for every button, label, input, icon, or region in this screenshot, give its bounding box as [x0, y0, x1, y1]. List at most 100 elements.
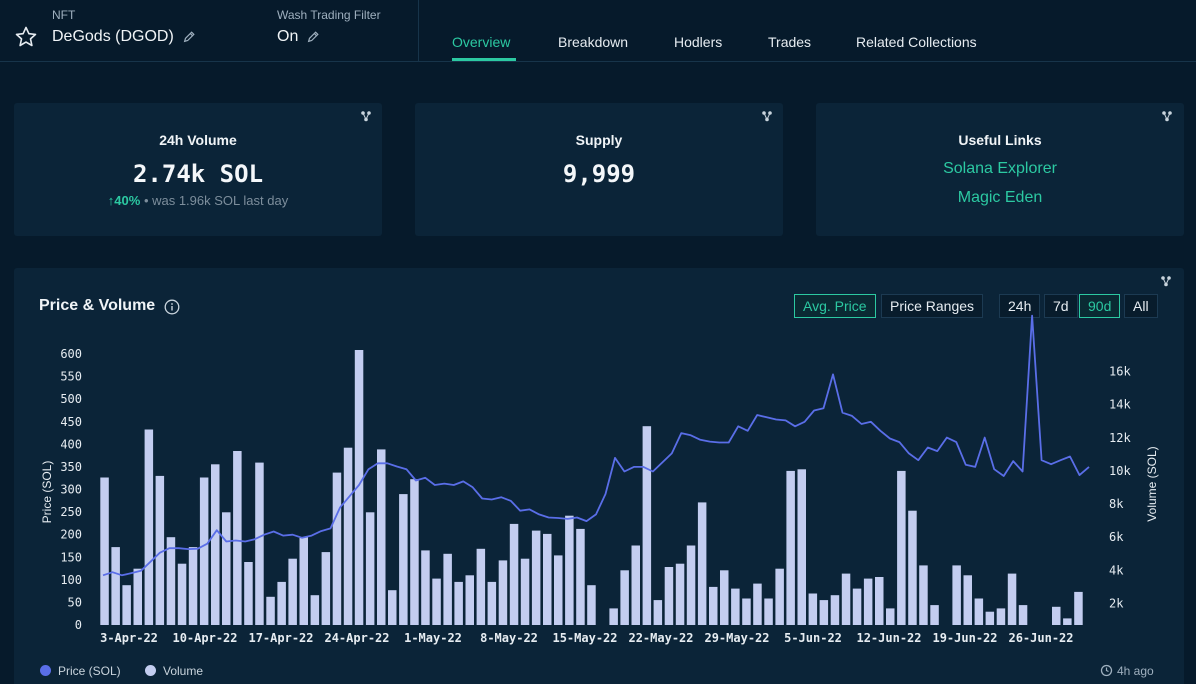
pencil-icon[interactable]	[306, 30, 320, 44]
volume-value: 2.74k SOL	[132, 160, 264, 188]
y-left-tick-label: 100	[60, 573, 82, 587]
y-left-tick-label: 600	[60, 347, 82, 361]
legend-volume[interactable]: Volume	[145, 664, 203, 678]
last-updated: 4h ago	[1100, 664, 1154, 678]
tab-hodlers[interactable]: Hodlers	[674, 34, 723, 50]
x-tick-label: 8-May-22	[480, 631, 538, 645]
volume-bar	[111, 547, 120, 625]
clock-refresh-icon	[1100, 664, 1113, 677]
legend-price[interactable]: Price (SOL)	[40, 664, 121, 678]
pencil-icon[interactable]	[182, 30, 196, 44]
volume-card: 24h Volume 2.74k SOL ↑40% • was 1.96k SO…	[14, 103, 382, 236]
y-left-tick-label: 550	[60, 370, 82, 384]
range-all-button[interactable]: All	[1124, 294, 1158, 318]
x-tick-label: 22-May-22	[628, 631, 693, 645]
volume-bar	[797, 469, 806, 625]
y-right-tick-label: 14k	[1109, 398, 1131, 412]
volume-bar	[675, 563, 685, 625]
volume-bar	[963, 575, 972, 625]
info-icon[interactable]	[164, 299, 180, 315]
y-left-tick-label: 150	[60, 550, 82, 564]
legend-price-label: Price (SOL)	[58, 664, 121, 678]
x-tick-label: 15-May-22	[552, 631, 617, 645]
x-tick-label: 24-Apr-22	[324, 631, 389, 645]
volume-bar	[277, 581, 286, 625]
y-right-axis-label: Volume (SOL)	[1145, 446, 1159, 521]
active-tab-indicator	[452, 58, 516, 61]
volume-change-note: • was 1.96k SOL last day	[143, 193, 289, 208]
volume-bar	[709, 586, 718, 625]
volume-bar	[664, 567, 674, 625]
volume-bar	[465, 575, 474, 625]
volume-change: ↑40% • was 1.96k SOL last day	[14, 193, 382, 208]
volume-bar	[531, 530, 541, 625]
y-right-tick-label: 6k	[1109, 530, 1124, 544]
wash-filter-toggle[interactable]: On	[277, 28, 320, 46]
range-90d-button[interactable]: 90d	[1079, 294, 1121, 318]
volume-bar	[1007, 573, 1017, 625]
tab-breakdown[interactable]: Breakdown	[558, 34, 629, 50]
volume-bar	[255, 462, 264, 625]
volume-bar	[631, 545, 640, 625]
collection-name: DeGods (DGOD)	[52, 28, 174, 45]
tab-trades[interactable]: Trades	[768, 34, 812, 50]
price-line	[102, 314, 1090, 577]
solana-explorer-link[interactable]: Solana Explorer	[943, 160, 1057, 177]
volume-bar	[653, 600, 663, 625]
star-icon[interactable]	[14, 25, 38, 49]
volume-bar	[852, 588, 862, 625]
volume-bar	[266, 596, 275, 625]
price-ranges-button[interactable]: Price Ranges	[881, 294, 984, 318]
volume-bar	[930, 605, 939, 625]
volume-bar	[122, 585, 131, 625]
supply-card: Supply 9,999	[415, 103, 783, 236]
share-icon[interactable]	[1160, 275, 1172, 287]
volume-bar	[554, 555, 563, 625]
volume-bar	[476, 548, 486, 625]
tab-overview[interactable]: Overview	[452, 34, 511, 50]
wash-filter-value: On	[277, 28, 299, 45]
volume-bar	[211, 464, 220, 625]
tab-related-collections[interactable]: Related Collections	[856, 34, 977, 50]
volume-bar	[875, 577, 884, 625]
legend-volume-swatch	[145, 665, 156, 676]
share-icon[interactable]	[761, 110, 773, 122]
volume-bar	[133, 568, 142, 625]
volume-bar	[830, 595, 840, 625]
volume-bar	[996, 608, 1006, 625]
supply-value: 9,999	[562, 160, 636, 188]
volume-bar	[841, 573, 851, 625]
volume-bar	[764, 598, 773, 625]
share-icon[interactable]	[360, 110, 372, 122]
volume-bar	[620, 570, 629, 625]
volume-bar	[642, 426, 652, 625]
x-tick-label: 17-Apr-22	[248, 631, 313, 645]
useful-links-title: Useful Links	[958, 132, 1042, 148]
y-right-tick-label: 4k	[1109, 563, 1124, 577]
volume-bar	[509, 523, 519, 625]
collection-selector[interactable]: DeGods (DGOD)	[52, 28, 196, 46]
x-tick-label: 19-Jun-22	[932, 631, 997, 645]
y-left-tick-label: 350	[60, 460, 82, 474]
y-left-tick-label: 50	[68, 595, 82, 609]
range-24h-button[interactable]: 24h	[999, 294, 1041, 318]
volume-bar	[775, 568, 784, 625]
volume-bar	[863, 578, 873, 625]
volume-bar	[233, 451, 242, 625]
x-tick-label: 26-Jun-22	[1008, 631, 1073, 645]
y-left-tick-label: 0	[75, 618, 82, 632]
x-tick-label: 1-May-22	[404, 631, 462, 645]
avg-price-button[interactable]: Avg. Price	[794, 294, 876, 318]
magic-eden-link[interactable]: Magic Eden	[957, 189, 1043, 206]
y-left-tick-label: 500	[60, 392, 82, 406]
volume-bar	[321, 552, 331, 625]
share-icon[interactable]	[1161, 110, 1173, 122]
volume-bar	[288, 558, 297, 625]
volume-bar	[443, 553, 452, 625]
range-7d-button[interactable]: 7d	[1044, 294, 1078, 318]
volume-bar	[1018, 605, 1028, 625]
volume-bar	[421, 550, 430, 625]
y-left-tick-label: 300	[60, 483, 82, 497]
volume-bar	[177, 563, 187, 625]
